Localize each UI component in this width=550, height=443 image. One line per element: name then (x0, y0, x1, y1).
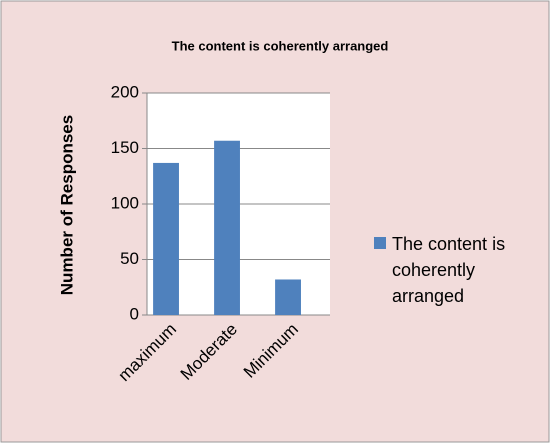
legend-label: The content is coherently arranged (392, 234, 506, 306)
y-tick-label: 200 (111, 82, 139, 101)
legend-swatch (374, 237, 386, 249)
y-tick-label: 0 (130, 304, 139, 323)
y-tick-label: 50 (120, 249, 139, 268)
chart-title: The content is coherently arranged (172, 38, 389, 53)
bar (153, 162, 179, 315)
y-tick-label: 150 (111, 138, 139, 157)
bar (275, 279, 301, 315)
bar (214, 140, 240, 315)
y-axis-label: Number of Responses (57, 115, 76, 295)
y-tick-label: 100 (111, 193, 139, 212)
